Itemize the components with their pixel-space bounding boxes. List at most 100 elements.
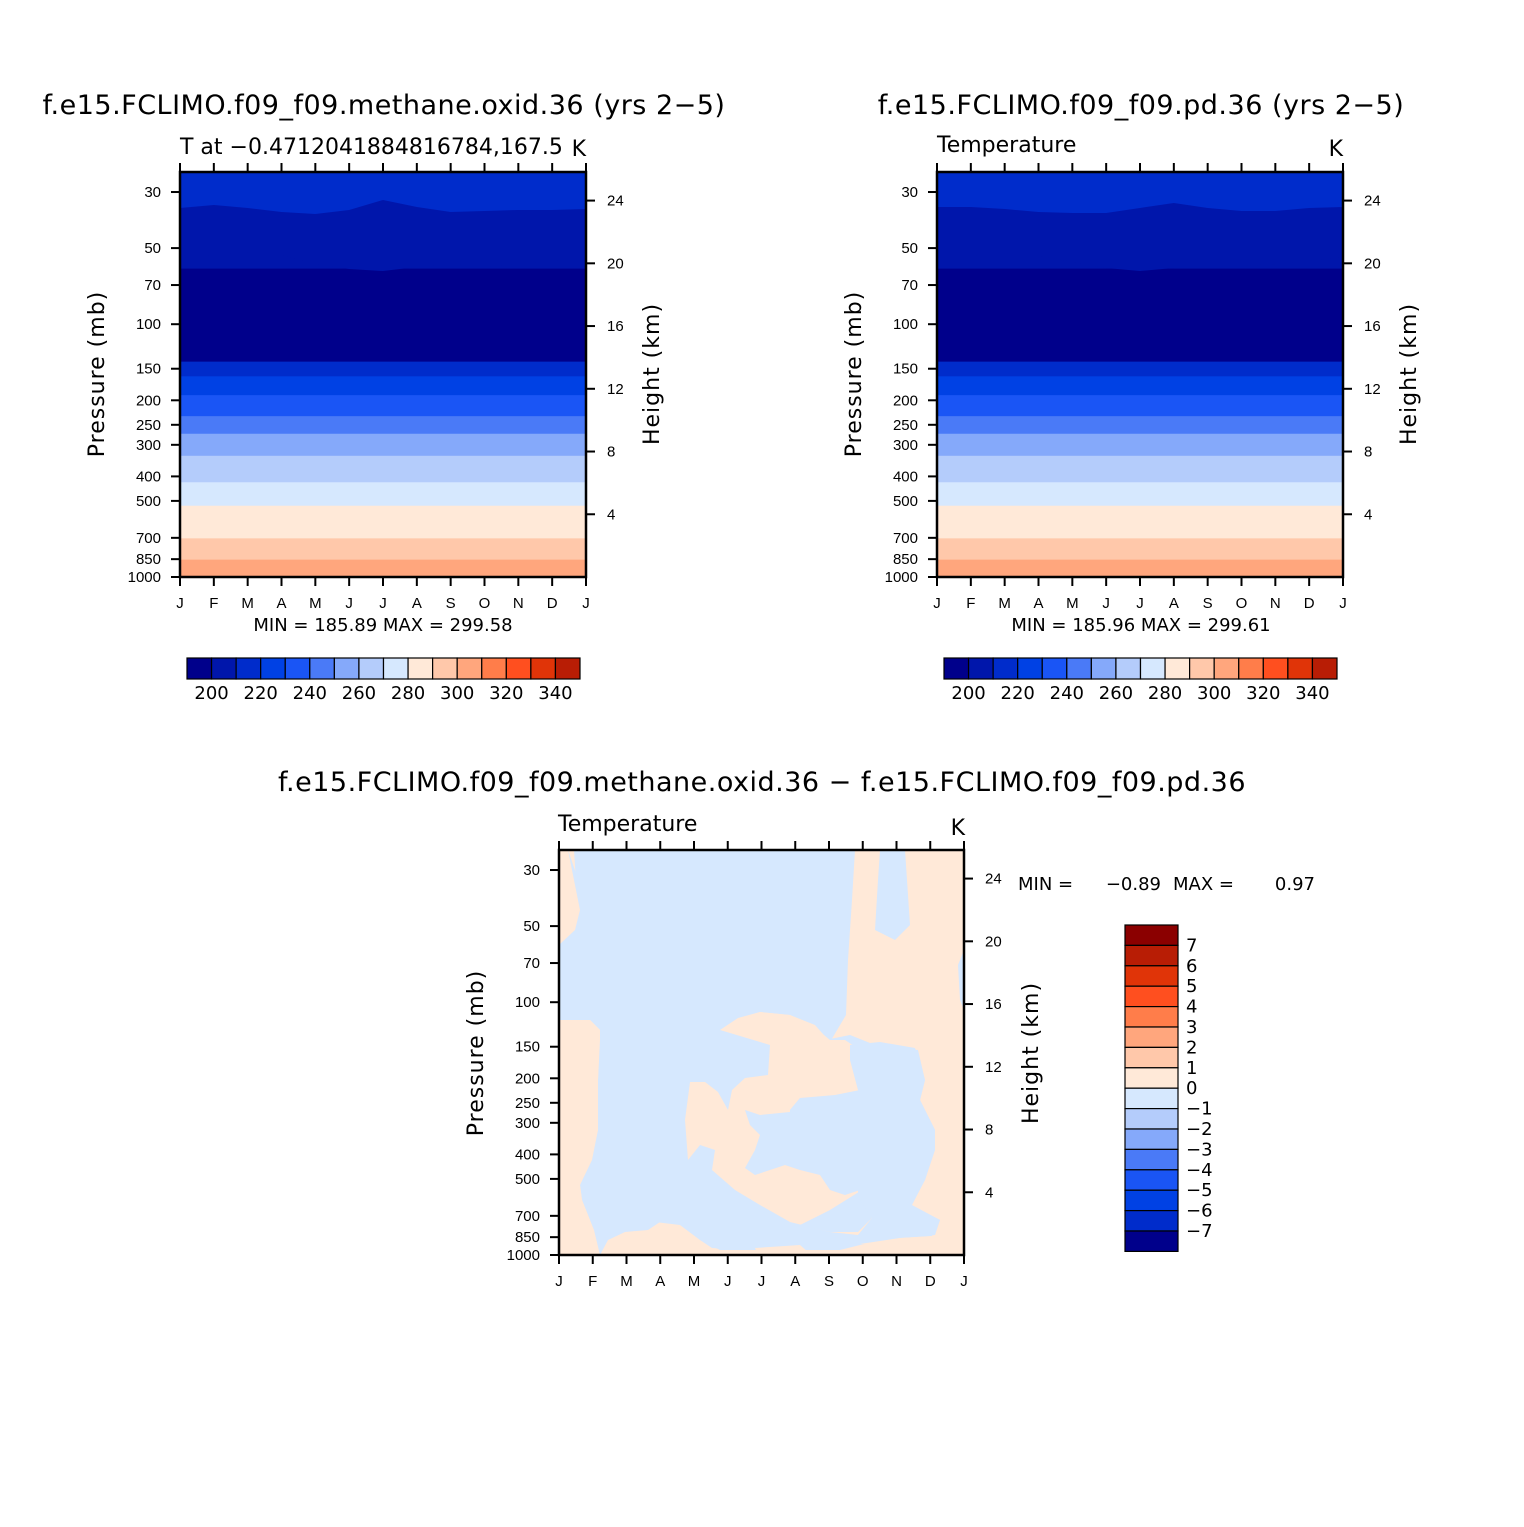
x-tick-label: J xyxy=(555,1273,563,1290)
colorbar-box xyxy=(1124,1209,1179,1232)
x-tick-label: M xyxy=(688,1273,701,1290)
axes: J F M A M J J A S O N D J 30 50 70 100 150 200 250 300 400 500… xyxy=(507,841,1002,1290)
y-tick-label: 50 xyxy=(144,240,161,257)
colorbar-box xyxy=(1124,1107,1179,1130)
y-tick-label: 200 xyxy=(136,392,161,409)
y-tick-label: 250 xyxy=(515,1095,540,1112)
colorbar-label: −7 xyxy=(1186,1221,1213,1242)
colorbar-label: 240 xyxy=(1050,683,1084,704)
positive-bottom-left xyxy=(559,1020,600,1255)
temperature-band xyxy=(937,172,1343,213)
y-tick-label: 700 xyxy=(515,1208,540,1225)
colorbar-label: 220 xyxy=(1001,683,1035,704)
panel-subtitle-left: Temperature xyxy=(557,812,697,837)
negative-right-edge xyxy=(958,950,964,1010)
x-tick-label: M xyxy=(1066,595,1079,612)
colorbar-box xyxy=(1115,657,1142,680)
colorbar-box xyxy=(210,657,237,680)
x-tick-label: J xyxy=(345,595,353,612)
colorbar-label: 300 xyxy=(440,683,474,704)
contour-fill xyxy=(180,172,586,578)
panel-methane-oxid: f.e15.FCLIMO.f09_f09.methane.oxid.36 (yr… xyxy=(43,90,725,704)
temperature-band xyxy=(937,394,1343,417)
y2-tick-label: 12 xyxy=(607,381,624,398)
y2-tick-label: 4 xyxy=(1364,506,1372,523)
x-tick-label: M xyxy=(998,595,1011,612)
colorbar-box xyxy=(1124,1026,1179,1048)
x-tick-label: J xyxy=(1136,595,1144,612)
x-tick-label: O xyxy=(857,1273,869,1290)
y-axis-label: Pressure (mb) xyxy=(464,970,489,1137)
colorbar-box xyxy=(1124,1189,1179,1212)
colorbar-box xyxy=(1124,1087,1179,1110)
colorbar-box xyxy=(530,657,557,680)
y-tick-label: 250 xyxy=(136,417,161,434)
colorbar-box xyxy=(1124,1128,1179,1150)
temperature-band xyxy=(937,481,1343,506)
y-tick-label: 500 xyxy=(515,1171,540,1188)
y2-tick-label: 12 xyxy=(985,1059,1002,1076)
x-tick-label: M xyxy=(241,595,254,612)
temperature-band xyxy=(180,505,586,539)
min-max-label: MIN = 185.89 MAX = 299.58 xyxy=(253,615,512,636)
y-tick-label: 100 xyxy=(136,316,161,333)
temperature-band xyxy=(180,415,586,434)
colorbar-label: 6 xyxy=(1186,956,1197,977)
temperature-band xyxy=(180,268,586,362)
y2-axis-label: Height (km) xyxy=(640,303,665,445)
y-tick-label: 300 xyxy=(893,437,918,454)
x-tick-label: N xyxy=(1270,595,1281,612)
colorbar-label: 220 xyxy=(244,683,278,704)
y-tick-label: 30 xyxy=(144,184,161,201)
positive-bottom-right xyxy=(860,1220,964,1255)
x-tick-label: J xyxy=(1102,595,1110,612)
colorbar-box xyxy=(1124,1005,1179,1028)
panel-difference: f.e15.FCLIMO.f09_f09.methane.oxid.36 − f… xyxy=(278,767,1315,1290)
x-tick-label: S xyxy=(1203,595,1213,612)
temperature-band xyxy=(180,375,586,396)
x-tick-label: J xyxy=(960,1273,968,1290)
y-tick-label: 500 xyxy=(136,493,161,510)
y-tick-label: 200 xyxy=(515,1070,540,1087)
positive-bottom-strip xyxy=(755,1245,808,1255)
colorbar-label: 4 xyxy=(1186,997,1197,1018)
y2-tick-label: 20 xyxy=(985,933,1002,950)
panel-subtitle-left: T at −0.4712041884816784,167.5 xyxy=(179,135,563,160)
temperature-band xyxy=(937,203,1343,271)
min-max-label: MIN = 185.96 MAX = 299.61 xyxy=(1011,615,1270,636)
y-tick-label: 700 xyxy=(893,530,918,547)
colorbar-label: −5 xyxy=(1186,1180,1213,1201)
colorbar-label: 1 xyxy=(1186,1058,1197,1079)
y2-tick-label: 20 xyxy=(607,255,624,272)
colorbar-label: 320 xyxy=(489,683,523,704)
y-tick-label: 50 xyxy=(901,240,918,257)
y-tick-label: 150 xyxy=(515,1039,540,1056)
y2-axis-label: Height (km) xyxy=(1397,303,1422,445)
y-tick-label: 50 xyxy=(523,918,540,935)
colorbar: 200 220 240 260 280 300 320 340 xyxy=(943,657,1338,704)
colorbar-label: −6 xyxy=(1186,1201,1213,1222)
y2-tick-label: 4 xyxy=(985,1184,993,1201)
x-tick-label: M xyxy=(620,1273,633,1290)
y-tick-label: 850 xyxy=(136,551,161,568)
y-tick-label: 400 xyxy=(136,468,161,485)
y-tick-label: 400 xyxy=(893,468,918,485)
colorbar-box xyxy=(1124,965,1179,987)
colorbar-box xyxy=(992,657,1019,680)
y-tick-label: 150 xyxy=(136,361,161,378)
colorbar-box xyxy=(1311,657,1338,680)
x-tick-label: J xyxy=(724,1273,732,1290)
colorbar-box xyxy=(1066,657,1092,680)
temperature-band xyxy=(180,481,586,506)
colorbar-box xyxy=(1213,657,1240,680)
x-tick-label: A xyxy=(790,1273,800,1290)
x-tick-label: J xyxy=(758,1273,766,1290)
temperature-band xyxy=(937,415,1343,434)
colorbar-box xyxy=(382,657,409,680)
y-tick-label: 850 xyxy=(893,551,918,568)
temperature-band xyxy=(937,268,1343,362)
x-tick-label: D xyxy=(547,595,558,612)
x-tick-label: J xyxy=(379,595,387,612)
temperature-band xyxy=(937,455,1343,483)
